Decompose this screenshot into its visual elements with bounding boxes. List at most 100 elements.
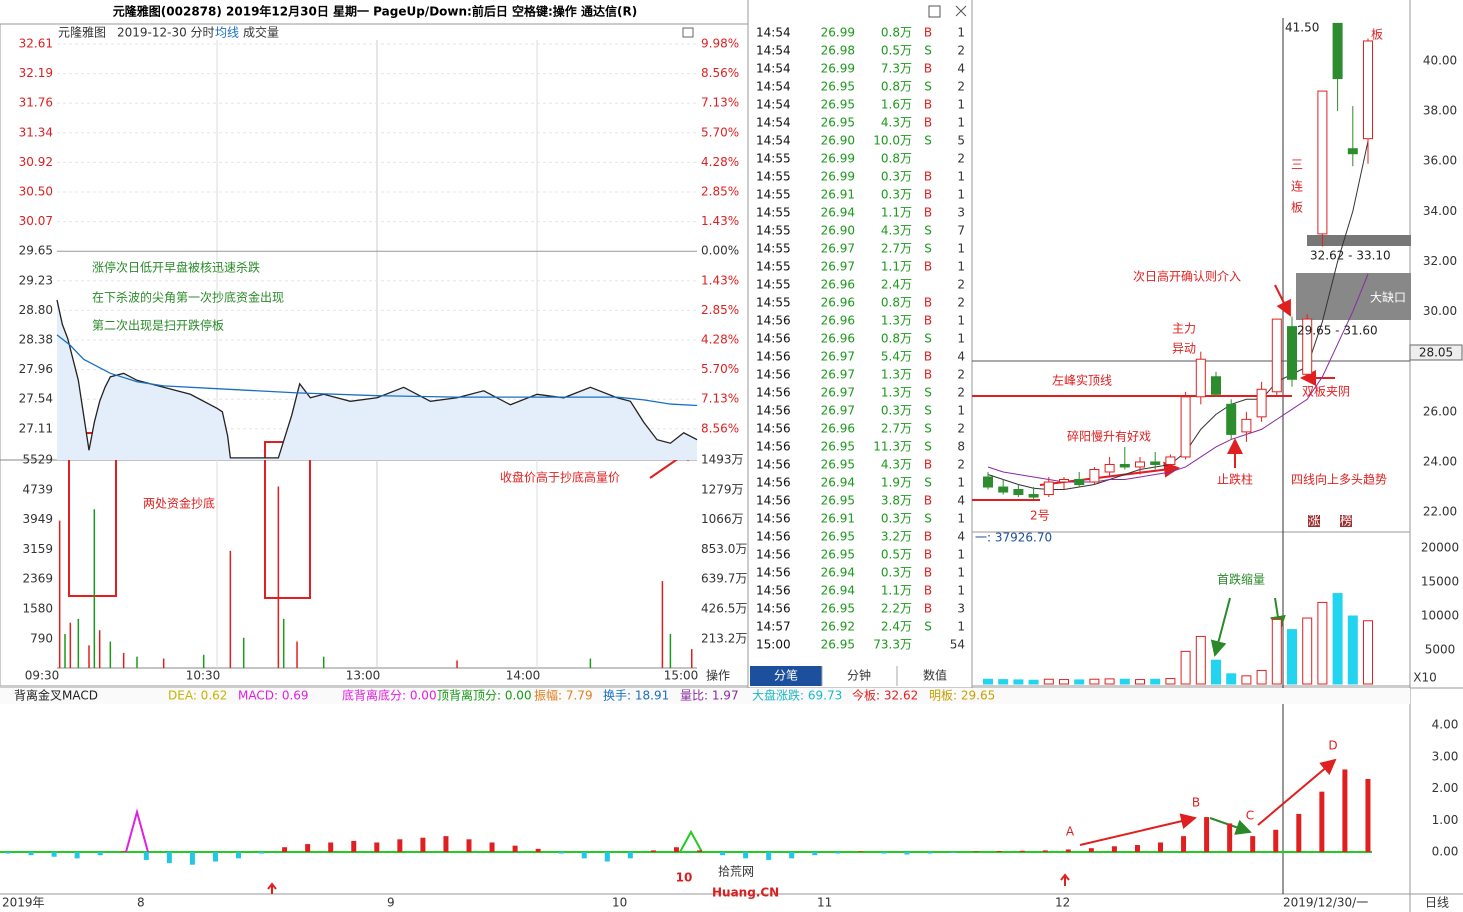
macd-bar [466,839,472,852]
tick-side: B [924,584,932,598]
tick-side: B [924,530,932,544]
daily-price-tick: 38.00 [1423,104,1457,118]
annotation: 首跌缩量 [1217,572,1265,587]
annotation: 29.65 - 31.60 [1297,324,1378,338]
tick-side: B [924,188,932,202]
tick-count: 1 [957,404,965,418]
macd-bar [673,847,679,852]
tick-volume: 0.3万 [881,512,912,526]
pct-tick-label: 9.98% [701,37,739,51]
tick-time: 14:54 [756,134,791,148]
macd-bar [1296,813,1302,852]
annotation: 双板夹阴 [1302,385,1350,399]
price-tick-label: 32.61 [19,37,53,51]
macd-bar [420,837,426,852]
tick-price: 26.99 [821,26,855,40]
tick-time: 14:55 [756,224,791,238]
tick-side: S [924,404,932,418]
macd-bar [1019,850,1025,852]
watermark-site: Huang.CN [712,886,779,900]
tick-time: 14:56 [756,440,791,454]
tab[interactable]: 分钟 [847,668,871,683]
wave-label: B [1192,796,1200,810]
macd-bar [328,842,334,852]
candle-body [1347,148,1358,155]
macd-bar [51,852,57,857]
macd-bar [1227,823,1233,852]
tick-time: 14:56 [756,314,791,328]
macd-bar [558,852,564,854]
volume-tick-label-right: 1493万 [701,453,744,467]
tick-volume: 0.8万 [881,296,912,310]
tick-price: 26.91 [821,188,855,202]
tick-side: S [924,512,932,526]
tick-price: 26.97 [821,404,855,418]
indicator-item: 今板: 32.62 [852,688,918,703]
tick-price: 26.94 [821,566,855,580]
daily-volume-bar [1135,679,1145,685]
tick-count: 2 [957,422,965,436]
daily-volume-bar [1241,675,1252,685]
moving-average [987,273,1369,483]
operate-button[interactable]: 操作 [706,668,730,683]
tick-count: 2 [957,278,965,292]
indicator-item: 底背离底分: 0.00 [342,688,437,703]
chart-date: 2019-12-30 分时 [117,26,215,40]
tick-volume: 3.2万 [881,530,912,544]
annotation: 连 [1291,179,1303,194]
indicator-item: 顶背离顶分: 0.00 [437,688,532,703]
macd-bar [881,852,887,854]
wave-label: A [1066,825,1075,839]
macd-bar [835,852,841,854]
macd-bar [166,852,172,864]
tick-time: 14:54 [756,80,791,94]
macd-bar [1319,791,1325,852]
tick-time: 14:56 [756,350,791,364]
date-label: 2019/12/30/一 [1283,896,1368,910]
macd-bar [812,852,818,856]
wave-label: C [1246,809,1254,823]
volume-tick-label: 5529 [22,453,53,467]
pct-tick-label: 4.28% [701,155,739,169]
candle-body [1195,358,1206,398]
price-tick-label: 28.38 [19,333,53,347]
tab[interactable]: 数值 [923,668,947,683]
tick-count: 1 [957,242,965,256]
annotation: 板 [1291,201,1303,215]
tick-side: B [924,62,932,76]
close-button[interactable] [955,5,967,17]
price-tick-label: 30.50 [19,185,53,199]
price-tick-label: 27.96 [19,362,53,376]
tick-side: B [924,602,932,616]
daily-price-tick: 32.00 [1423,254,1457,268]
tick-side: S [924,620,932,634]
macd-bar [74,852,80,859]
tick-volume: 0.3万 [881,170,912,184]
macd-bar [1273,829,1279,852]
macd-bar [97,852,103,856]
tick-count: 2 [957,44,965,58]
tick-count: 4 [957,350,965,364]
tab[interactable]: 分笔 [774,668,798,683]
indicator-item: MACD: 0.69 [238,689,309,703]
maximize-button[interactable] [928,5,941,18]
tick-count: 1 [957,26,965,40]
macd-bar [1134,845,1140,852]
tick-side: B [924,296,932,310]
daily-volume-tick: 10000 [1421,609,1459,623]
tick-side: B [924,98,932,112]
macd-tick: 4.00 [1432,718,1459,732]
tick-price: 26.99 [821,170,855,184]
tick-side: B [924,566,932,580]
daily-volume-bar [1195,635,1206,685]
macd-bar [743,852,749,859]
daily-volume-bar [1059,679,1069,685]
macd-bar [789,852,795,859]
tick-price: 26.97 [821,386,855,400]
tick-time: 14:56 [756,548,791,562]
tick-volume: 0.5万 [881,44,912,58]
daily-volume-bar [1150,678,1161,685]
macd-bar [1088,848,1094,852]
tick-volume: 2.2万 [881,602,912,616]
